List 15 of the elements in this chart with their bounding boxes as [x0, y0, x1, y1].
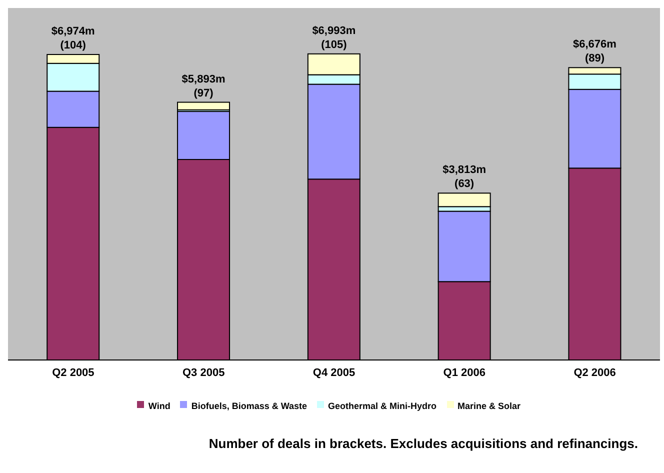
x-tick-label: Q1 2006 [443, 366, 486, 379]
legend-label: Wind [148, 401, 170, 411]
legend-label: Biofuels, Biomass & Waste [191, 401, 308, 411]
text: Number of deals in brackets. Excludes acquisitions and refinancings. [208, 436, 638, 451]
x-tick-label: Q2 2006 [574, 366, 616, 379]
total-label: $3,813m (63) [442, 164, 486, 190]
total-label: $5,893m (97) [182, 73, 226, 100]
total-label: $6,974m (104) [51, 26, 96, 52]
x-tick-label: Q4 2005 [312, 366, 356, 379]
total-label: $6,676m (89) [573, 38, 617, 65]
legend-label: Marine & Solar [458, 401, 521, 411]
x-tick-label: Q3 2005 [182, 366, 225, 379]
total-label: $6,993m (105) [312, 24, 356, 51]
legend-label: Geothermal & Mini-Hydro [328, 401, 437, 411]
x-tick-label: Q2 2005 [52, 366, 94, 379]
